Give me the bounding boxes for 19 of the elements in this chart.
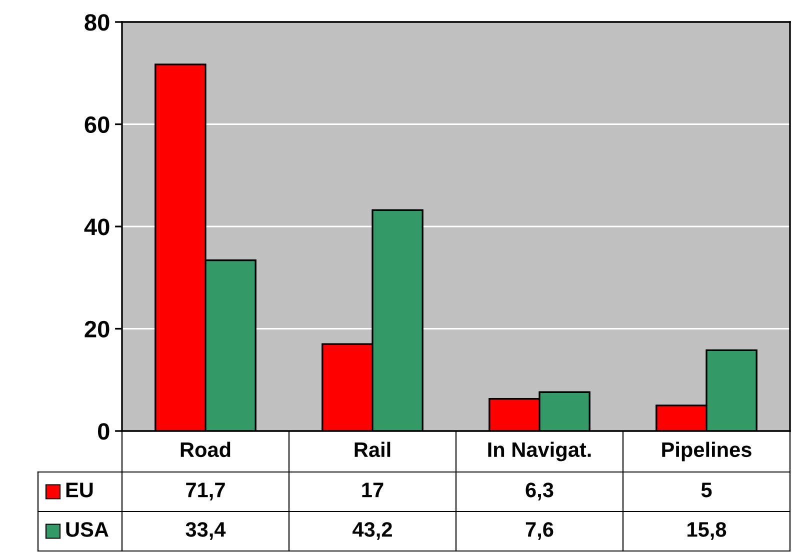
legend-label: EU (66, 482, 93, 498)
data-label: 33,4 (186, 522, 226, 540)
x-tick-label: Pipelines (662, 442, 752, 462)
data-label: 15,8 (688, 522, 726, 540)
y-tick-label: 60 (84, 116, 110, 134)
x-tick-label: In Navigat. (488, 442, 591, 462)
data-label: 6,3 (526, 482, 554, 500)
data-label: 43,2 (352, 522, 392, 540)
data-label: 5 (701, 482, 712, 498)
legend-label: USA (66, 522, 108, 537)
y-tick-label: 80 (84, 14, 110, 31)
y-tick-label: 20 (84, 320, 110, 338)
x-tick-label: Rail (354, 442, 390, 458)
data-label: 17 (362, 482, 384, 498)
y-tick-label: 40 (84, 218, 110, 236)
data-label: 7,6 (526, 522, 554, 540)
data-label: 71,7 (186, 482, 225, 500)
y-tick-label: 0 (98, 423, 110, 440)
x-tick-label: Road (180, 442, 230, 458)
